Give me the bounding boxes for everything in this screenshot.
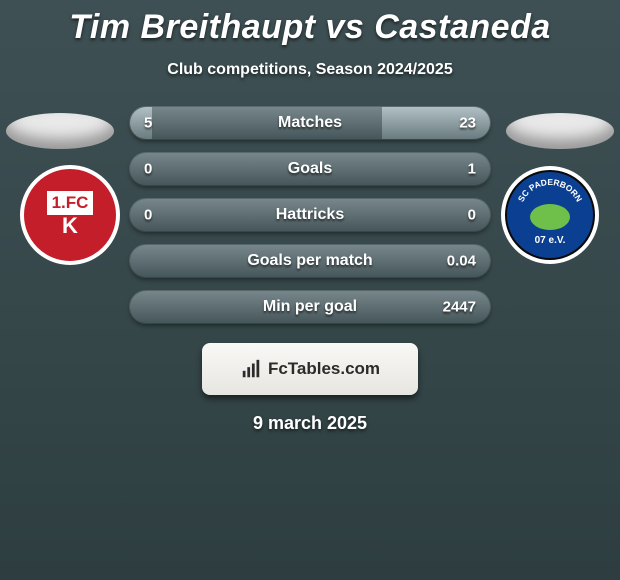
fck-badge-icon: 1.FC K	[20, 165, 120, 265]
stat-row-gpm: Goals per match 0.04	[130, 245, 490, 277]
stat-value-right: 0.04	[447, 253, 476, 270]
stat-value-left: 0	[144, 161, 152, 178]
left-club-badge: 1.FC K	[20, 165, 120, 265]
page-title: Tim Breithaupt vs Castaneda	[0, 0, 620, 47]
stat-value-left: 0	[144, 207, 152, 224]
stat-value-right: 0	[468, 207, 476, 224]
stat-label: Hattricks	[276, 206, 344, 224]
comparison-arena: 1.FC K SC PADERBORN 07 e.V. 5 Matches 23	[0, 107, 620, 337]
footer-date: 9 march 2025	[0, 413, 620, 434]
brand-box[interactable]: FcTables.com	[202, 343, 418, 395]
svg-text:1.FC: 1.FC	[52, 193, 89, 212]
stat-value-right: 23	[459, 115, 476, 132]
stat-value-right: 2447	[443, 299, 476, 316]
stat-label: Min per goal	[263, 298, 357, 316]
stat-row-goals: 0 Goals 1	[130, 153, 490, 185]
stat-label: Goals per match	[247, 252, 372, 270]
chart-icon	[240, 358, 262, 380]
stats-container: 5 Matches 23 0 Goals 1 0 Hattricks 0 Goa…	[130, 107, 490, 323]
stat-row-mpg: Min per goal 2447	[130, 291, 490, 323]
svg-text:07 e.V.: 07 e.V.	[535, 235, 566, 246]
stat-row-matches: 5 Matches 23	[130, 107, 490, 139]
page-subtitle: Club competitions, Season 2024/2025	[0, 61, 620, 79]
svg-text:K: K	[62, 213, 78, 238]
stat-label: Goals	[288, 160, 332, 178]
left-country-flag	[6, 113, 114, 149]
paderborn-badge-icon: SC PADERBORN 07 e.V.	[500, 165, 600, 265]
stat-row-hattricks: 0 Hattricks 0	[130, 199, 490, 231]
right-club-badge: SC PADERBORN 07 e.V.	[500, 165, 600, 265]
stat-value-right: 1	[468, 161, 476, 178]
stat-label: Matches	[278, 114, 342, 132]
right-country-flag	[506, 113, 614, 149]
brand-label: FcTables.com	[268, 359, 380, 379]
stat-value-left: 5	[144, 115, 152, 132]
